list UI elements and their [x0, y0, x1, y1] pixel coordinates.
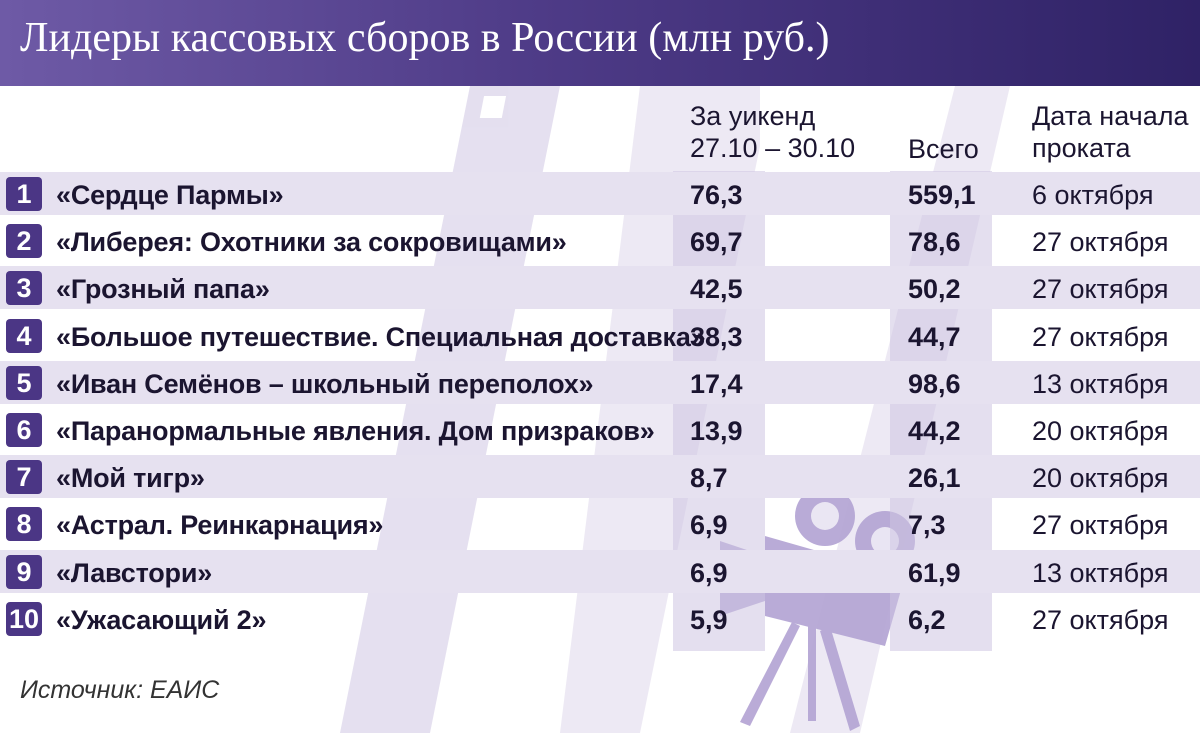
total-value: 78,6: [908, 227, 961, 258]
rank-badge: 10: [6, 601, 42, 636]
weekend-header-line1: За уикенд: [690, 101, 816, 131]
weekend-value: 8,7: [690, 463, 728, 494]
row-band: [0, 360, 1200, 404]
total-value: 559,1: [908, 180, 976, 210]
release-header-line1: Дата начала: [1032, 101, 1189, 131]
total-column-header: Всего: [908, 134, 979, 164]
release-date: 27 октября: [1032, 227, 1169, 258]
release-date: 27 октября: [1032, 510, 1169, 541]
row-band: [0, 172, 1200, 215]
weekend-header-line2: 27.10 – 30.10: [690, 133, 856, 163]
table-row: 6 «Паранормальные явления. Дом призраков»…: [0, 408, 1200, 451]
row-band: [0, 455, 1200, 499]
total-value: 44,7: [908, 321, 961, 352]
total-value: 61,9: [908, 557, 961, 588]
film-title: «Паранормальные явления. Дом призраков»: [56, 416, 655, 446]
film-title: «Либерея: Охотники за сокровищами»: [56, 227, 567, 258]
release-date: 13 октября: [1032, 368, 1169, 399]
release-date: 27 октября: [1032, 274, 1169, 305]
chart-title: Лидеры кассовых сборов в России (млн руб…: [20, 15, 830, 61]
release-date: 20 октября: [1032, 463, 1169, 494]
total-value: 7,3: [908, 510, 946, 541]
film-title: «Мой тигр»: [56, 463, 205, 494]
source-note: Источник: ЕАИС: [20, 676, 220, 704]
table-row: 2 «Либерея: Охотники за сокровищами» 69,7 7…: [0, 219, 1200, 262]
table-row: 7 «Мой тигр» 8,7 26,1 20 октября: [0, 455, 1200, 498]
weekend-value: 13,9: [690, 416, 743, 446]
weekend-value: 6,9: [690, 510, 728, 541]
weekend-value: 38,3: [690, 321, 743, 352]
rank-badge: 1: [6, 177, 42, 211]
table-row: 5 «Иван Семёнов – школьный переполох» 17,4…: [0, 361, 1200, 404]
film-title: «Большое путешествие. Специальная достав…: [56, 321, 706, 352]
film-title: «Лавстори»: [56, 557, 213, 588]
film-title: «Астрал. Реинкарнация»: [56, 510, 384, 541]
rank-badge: 2: [6, 224, 42, 259]
release-date: 6 октября: [1032, 180, 1154, 210]
release-date: 20 октября: [1032, 416, 1169, 446]
table-row: 1 «Сердце Пармы» 76,3 559,1 6 октября: [0, 172, 1200, 215]
weekend-value: 5,9: [690, 604, 728, 635]
table-row: 8 «Астрал. Реинкарнация» 6,9 7,3 27 октября: [0, 502, 1200, 545]
weekend-column-header: За уикенд 27.10 – 30.10: [690, 100, 855, 164]
release-header-line2: проката: [1032, 133, 1131, 163]
release-date: 27 октября: [1032, 604, 1169, 635]
rank-badge: 5: [6, 365, 42, 400]
weekend-value: 17,4: [690, 368, 743, 399]
rank-badge: 6: [6, 413, 42, 447]
weekend-value: 69,7: [690, 227, 743, 258]
table-row: 4 «Большое путешествие. Специальная доста…: [0, 314, 1200, 357]
table-row: 9 «Лавстори» 6,9 61,9 13 октября: [0, 550, 1200, 593]
release-date: 27 октября: [1032, 321, 1169, 352]
rank-badge: 9: [6, 554, 42, 589]
film-title: «Ужасающий 2»: [56, 604, 267, 635]
rank-badge: 3: [6, 271, 42, 306]
release-date: 13 октября: [1032, 557, 1169, 588]
total-value: 50,2: [908, 274, 961, 305]
total-value: 98,6: [908, 368, 961, 399]
rank-badge: 8: [6, 507, 42, 542]
weekend-value: 6,9: [690, 557, 728, 588]
film-title: «Сердце Пармы»: [56, 180, 284, 210]
release-column-header: Дата начала проката: [1032, 100, 1188, 164]
weekend-value: 76,3: [690, 180, 743, 210]
title-bar: Лидеры кассовых сборов в России (млн руб…: [0, 0, 1200, 86]
table-row: 3 «Грозный папа» 42,5 50,2 27 октября: [0, 266, 1200, 309]
row-band: [0, 266, 1200, 310]
total-value: 44,2: [908, 416, 961, 446]
rank-badge: 7: [6, 460, 42, 495]
weekend-value: 42,5: [690, 274, 743, 305]
rank-badge: 4: [6, 318, 42, 353]
table-row: 10 «Ужасающий 2» 5,9 6,2 27 октября: [0, 597, 1200, 640]
film-title: «Грозный папа»: [56, 274, 270, 305]
row-band: [0, 549, 1200, 593]
film-title: «Иван Семёнов – школьный переполох»: [56, 368, 594, 399]
total-value: 6,2: [908, 604, 946, 635]
total-value: 26,1: [908, 463, 961, 494]
